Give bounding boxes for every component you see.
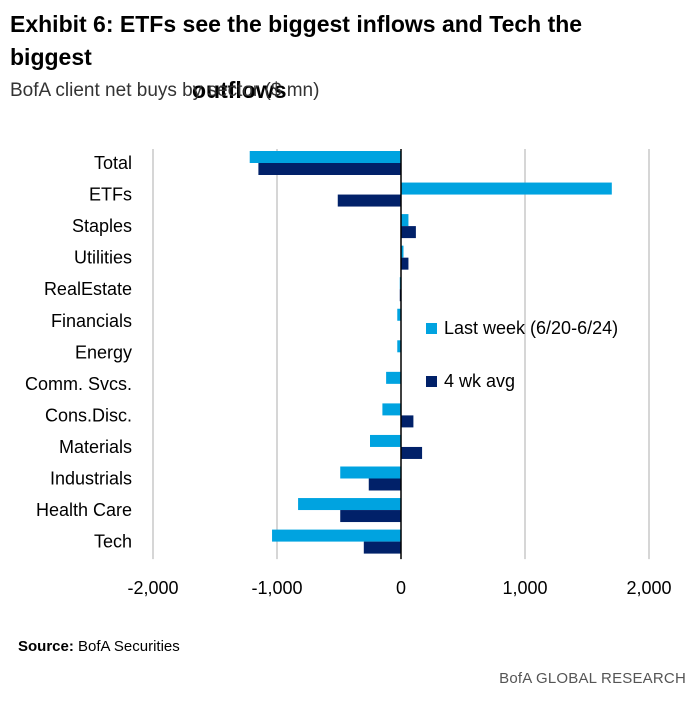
title-line-2: outflows <box>192 77 287 103</box>
bar-four-wk-avg <box>401 226 416 239</box>
bar-four-wk-avg <box>401 257 409 270</box>
bar-four-wk-avg <box>401 446 423 459</box>
category-label: Health Care <box>36 500 132 520</box>
bar-four-wk-avg <box>337 194 401 207</box>
bar-last-week <box>401 245 404 258</box>
x-tick-label: -2,000 <box>127 578 178 598</box>
x-tick-label: 1,000 <box>502 578 547 598</box>
category-label: Financials <box>51 311 132 331</box>
title-line-1: Exhibit 6: ETFs see the biggest inflows … <box>10 11 583 70</box>
chart-subtitle: BofA client net buys by sector ($ mn) <box>10 80 320 101</box>
legend-swatch <box>426 323 437 334</box>
bar-last-week <box>401 214 409 227</box>
bar-four-wk-avg <box>340 510 401 523</box>
bar-four-wk-avg <box>363 541 401 554</box>
source-text: BofA Securities <box>78 638 180 655</box>
bar-last-week <box>397 308 401 321</box>
bar-four-wk-avg <box>258 163 401 175</box>
x-tick-label: -1,000 <box>251 578 302 598</box>
bar-last-week <box>340 466 401 479</box>
chart-title: Exhibit 6: ETFs see the biggest inflows … <box>10 8 650 107</box>
bar-last-week <box>272 529 401 542</box>
category-label: ETFs <box>89 185 132 205</box>
category-label: Industrials <box>50 469 132 489</box>
bar-last-week <box>370 434 401 447</box>
brand-footer: BofA GLOBAL RESEARCH <box>499 670 686 687</box>
legend-label: Last week (6/20-6/24) <box>444 318 618 338</box>
category-label: Materials <box>59 437 132 457</box>
category-label: Energy <box>75 342 132 362</box>
bar-last-week <box>382 403 401 416</box>
source-label: Source: <box>18 638 74 655</box>
legend-swatch <box>426 376 437 387</box>
x-tick-label: 0 <box>396 578 406 598</box>
category-label: RealEstate <box>44 279 132 299</box>
category-label: Total <box>94 153 132 173</box>
category-label: Staples <box>72 216 132 236</box>
bar-chart: Total ETFs Staples Utilities RealEstate Finan… <box>25 149 672 598</box>
bar-four-wk-avg <box>368 478 401 491</box>
source-note: Source: BofA Securities <box>18 638 180 655</box>
category-label: Utilities <box>74 248 132 268</box>
bar-last-week <box>298 498 401 511</box>
bar-last-week <box>249 151 401 163</box>
category-label: Comm. Svcs. <box>25 374 132 394</box>
bar-last-week <box>401 182 612 195</box>
bar-last-week <box>397 340 401 353</box>
category-label: Tech <box>94 532 132 552</box>
x-tick-label: 2,000 <box>626 578 671 598</box>
legend-label: 4 wk avg <box>444 371 515 391</box>
bar-four-wk-avg <box>401 415 414 428</box>
category-label: Cons.Disc. <box>45 405 132 425</box>
bar-last-week <box>386 371 401 384</box>
